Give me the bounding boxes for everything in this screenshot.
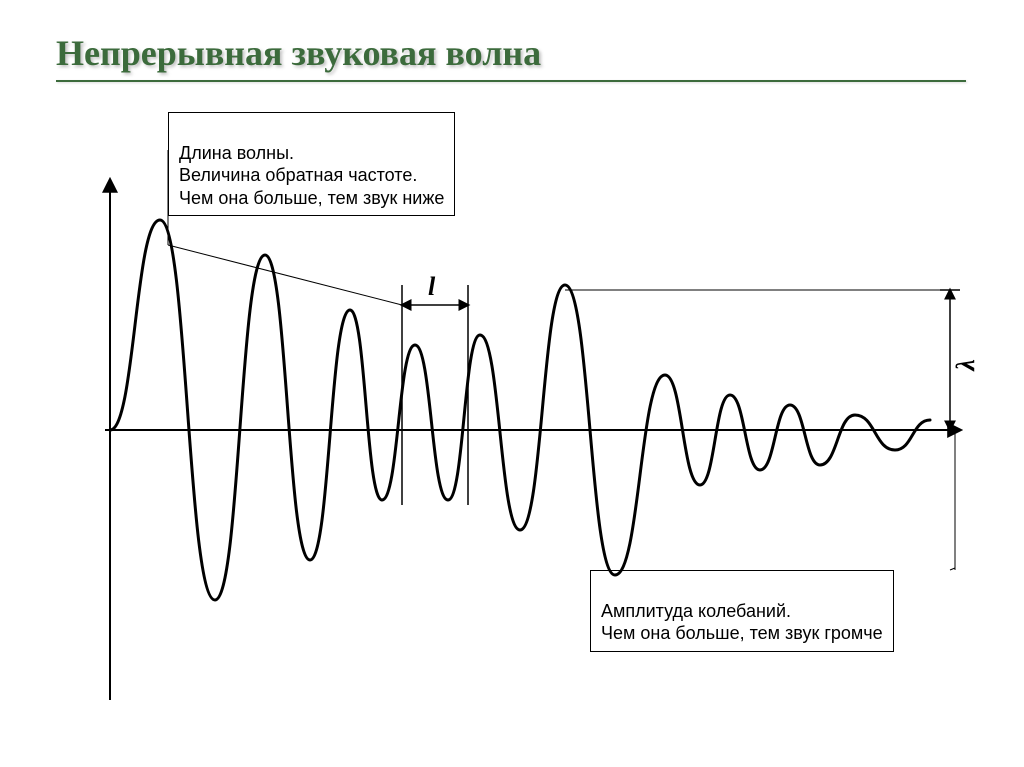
slide: Непрерывная звуковая волна Длина волны. … — [0, 0, 1024, 767]
wave-diagram — [0, 0, 1024, 767]
